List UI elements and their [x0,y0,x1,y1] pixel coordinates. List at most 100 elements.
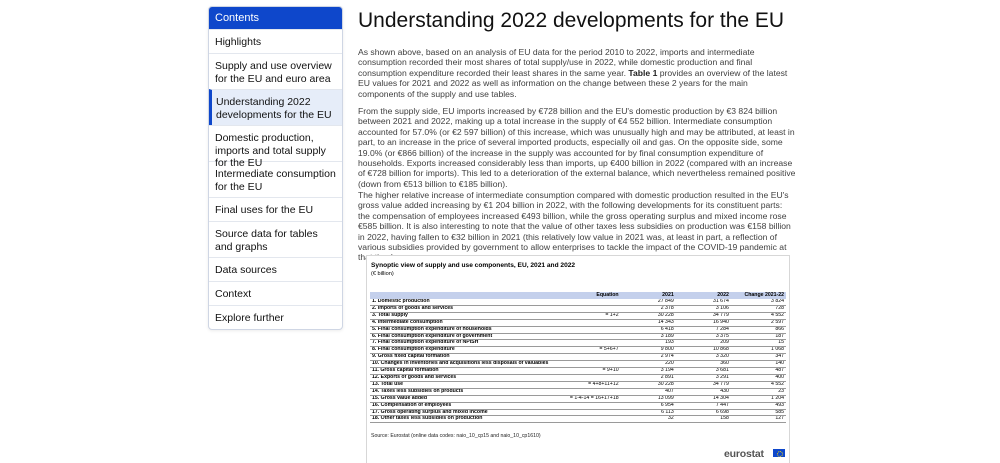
row-equation [560,339,621,348]
table-header-row: Equation 2021 2022 Change 2021-22 [370,292,786,299]
sidebar-item-final-uses[interactable]: Final uses for the EU [209,197,342,221]
row-2021: 2 974 [620,353,676,362]
row-2021: 193 [620,339,676,348]
row-change: 585 [730,409,786,417]
row-2021: 2 891 [620,374,676,382]
row-equation [560,409,621,417]
row-label: 11. Gross capital formation [370,367,561,375]
row-2022: 158 [675,415,731,424]
row-2021: 32 [620,415,676,424]
supply-use-table: Equation 2021 2022 Change 2021-22 1. Dom… [370,292,786,424]
row-label: 4. Intermediate consumption [370,319,561,327]
table-row: 6. Final consumption expenditure of gove… [370,333,786,341]
paragraph-1-text-a: As shown above, based on an analysis of … [358,47,755,78]
row-equation [560,388,621,396]
row-2021: 407 [620,388,676,396]
row-equation: = 1-4-14 = 16+17+18 [560,395,621,403]
sidebar-item-intermediate-consumption[interactable]: Intermediate consumption for the EU [209,161,342,197]
row-2022: 34 779 [675,312,731,320]
row-equation [560,415,621,424]
row-2022: 10 868 [675,346,731,355]
row-label: 12. Exports of goods and services [370,374,561,382]
row-2021: 2 378 [620,305,676,313]
row-2022: 3 106 [675,305,731,313]
row-2022: 3 681 [675,367,731,375]
row-label: 18. Other taxes less subsidies on produc… [370,415,561,424]
row-equation: = 4+8+11+12 [560,381,621,389]
row-change: 347 [730,353,786,362]
row-2021: 9 800 [620,346,676,355]
row-label: 10. Changes in inventories and acquisiti… [370,360,561,369]
row-label: 3. Total supply [370,312,561,320]
table-row: 11. Gross capital formation = 9+10 3 194 3 … [370,367,786,375]
table-row: 14. Taxes less subsidies on products 407 4… [370,388,786,396]
row-2021: 30 228 [620,381,676,389]
row-label: 17. Gross operating surplus and mixed in… [370,409,561,417]
sidebar-item-highlights[interactable]: Highlights [209,29,342,53]
row-2022: 209 [675,339,731,348]
eurostat-logo: eurostat [724,448,764,460]
row-equation: = 9+10 [560,367,621,375]
row-label: 14. Taxes less subsidies on products [370,388,561,396]
row-2021: 220 [620,360,676,369]
sidebar-item-context[interactable]: Context [209,281,342,305]
row-label: 9. Gross fixed capital formation [370,353,561,362]
row-equation [560,299,621,306]
row-2022: 16 940 [675,319,731,327]
row-equation: = 1+2 [560,312,621,320]
header-cell-2022: 2022 [675,292,731,299]
table-row: 9. Gross fixed capital formation 2 974 3 3… [370,353,786,362]
table-row: 2. Imports of goods and services 2 378 3 1… [370,305,786,313]
paragraph-1-text-b: provides an overview of the latest EU va… [358,67,788,99]
sidebar-item-source-data[interactable]: Source data for tables and graphs [209,221,342,257]
row-2021: 6 954 [620,402,676,410]
row-change: 127 [730,415,786,424]
row-change: 728 [730,305,786,313]
row-2022: 6 698 [675,409,731,417]
row-change: 3 824 [730,299,786,306]
paragraph-2: From the supply side, EU imports increas… [358,106,796,189]
table-row: 15. Gross value added = 1-4-14 = 16+17+18… [370,395,786,403]
row-equation [560,326,621,334]
row-label: 5. Final consumption expenditure of hous… [370,326,561,334]
table-body: 1. Domestic production 27 849 31 674 3 824 2… [370,299,786,424]
figure-subtitle: (€ billion) [371,271,394,277]
header-cell-2021: 2021 [620,292,676,299]
sidebar-item-data-sources[interactable]: Data sources [209,257,342,281]
row-label: 7. Final consumption expenditure of NPIS… [370,339,561,348]
row-label: 8. Final consumption expenditure [370,346,561,355]
table-1-figure: Synoptic view of supply and use componen… [366,255,790,463]
table-row: 18. Other taxes less subsidies on produc… [370,415,786,424]
row-2021: 30 228 [620,312,676,320]
row-change: 866 [730,326,786,334]
row-change: 23 [730,388,786,396]
row-change: 15 [730,339,786,348]
row-label: 13. Total use [370,381,561,389]
table-row: 13. Total use = 4+8+11+12 30 228 34 779 4 55… [370,381,786,389]
eu-flag-icon [773,449,785,457]
row-change: 400 [730,374,786,382]
sidebar-item-domestic-production[interactable]: Domestic production, imports and total s… [209,125,342,169]
table-row: 17. Gross operating surplus and mixed in… [370,409,786,417]
row-equation [560,374,621,382]
paragraph-1: As shown above, based on an analysis of … [358,47,796,99]
paragraph-3: The higher relative increase of intermed… [358,190,791,262]
figure-title: Synoptic view of supply and use componen… [371,262,576,269]
table-row: 8. Final consumption expenditure = 5+6+7 9… [370,346,786,355]
row-change: 187 [730,333,786,341]
table-row: 4. Intermediate consumption 14 343 16 940 2… [370,319,786,327]
table-row: 7. Final consumption expenditure of NPIS… [370,339,786,348]
row-2022: 34 779 [675,381,731,389]
row-change: 487 [730,367,786,375]
row-equation [560,319,621,327]
row-2022: 7 447 [675,402,731,410]
row-2021: 3 189 [620,333,676,341]
table-row: 3. Total supply = 1+2 30 228 34 779 4 552 [370,312,786,320]
sidebar-item-supply-use-overview[interactable]: Supply and use overview for the EU and e… [209,53,342,89]
row-2022: 14 304 [675,395,731,403]
row-equation [560,333,621,341]
sidebar-item-explore-further[interactable]: Explore further [209,305,342,329]
row-2021: 27 849 [620,299,676,306]
table-row: 10. Changes in inventories and acquisiti… [370,360,786,369]
sidebar-item-understanding-2022[interactable]: Understanding 2022 developments for the … [209,89,342,125]
